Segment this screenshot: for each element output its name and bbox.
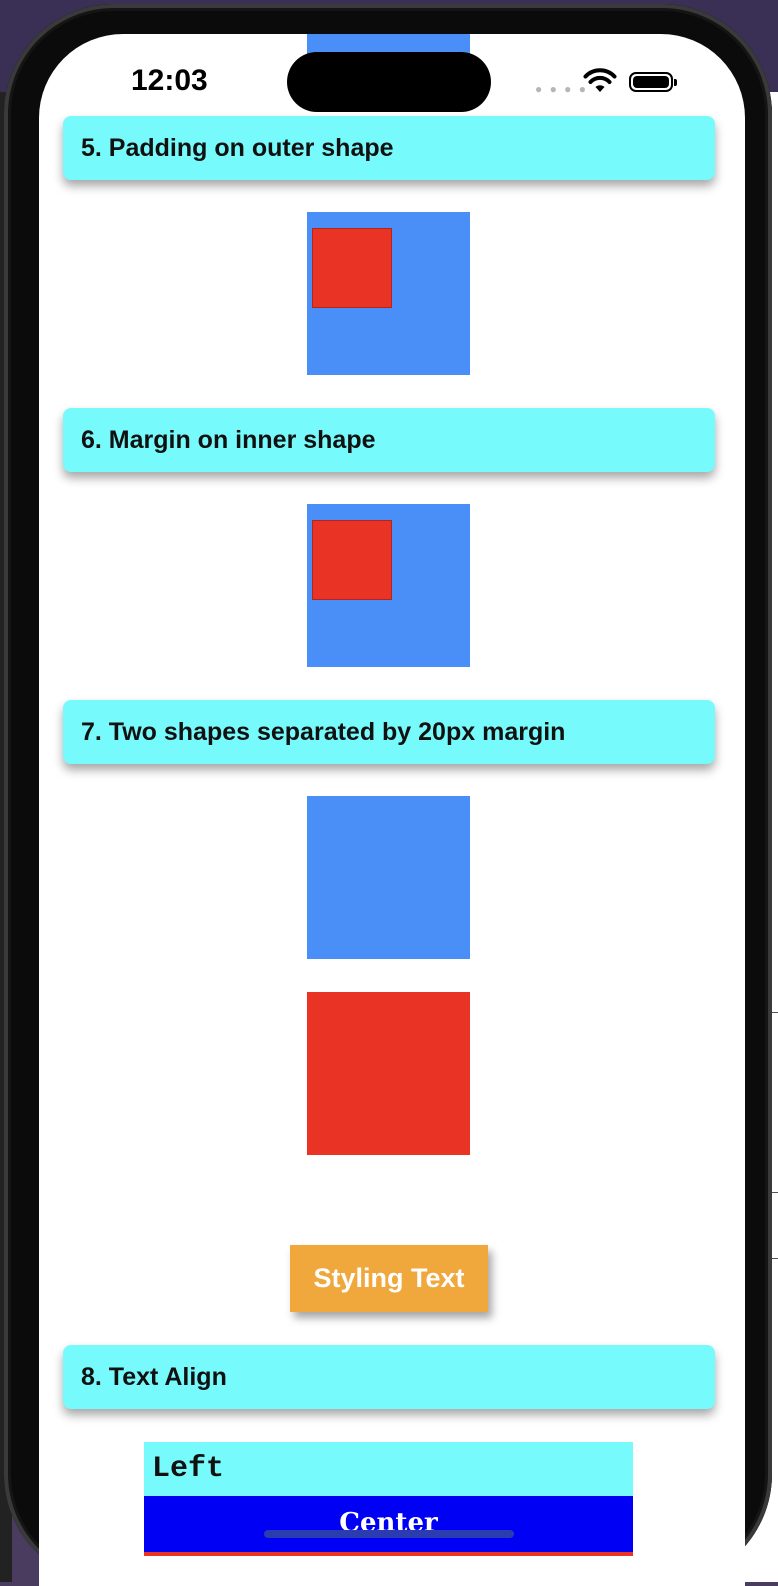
outer-blue-shape: [307, 504, 470, 667]
inner-red-shape: [312, 228, 392, 308]
text-align-center: Center: [144, 1496, 633, 1556]
battery-icon: [629, 72, 677, 92]
section-header-8: 8. Text Align: [63, 1345, 715, 1409]
outer-blue-shape: [307, 212, 470, 375]
red-shape: [307, 992, 470, 1155]
home-indicator[interactable]: [264, 1530, 514, 1538]
text-align-left: Left: [144, 1442, 633, 1496]
status-time: 12:03: [131, 64, 208, 97]
section-header-6: 6. Margin on inner shape: [63, 408, 715, 472]
wifi-icon: [583, 68, 617, 92]
inner-red-shape: [312, 520, 392, 600]
cellular-dots-icon: ● ● ● ●: [535, 82, 588, 96]
section-header-5: 5. Padding on outer shape: [63, 116, 715, 180]
dynamic-island: [287, 52, 491, 112]
blue-shape-partial: [307, 34, 470, 54]
phone-screen: 12:03 ● ● ● ● 5. Padding on outer shape …: [39, 34, 745, 1586]
styling-text-button[interactable]: Styling Text: [290, 1245, 488, 1312]
section-header-7: 7. Two shapes separated by 20px margin: [63, 700, 715, 764]
phone-frame: 12:03 ● ● ● ● 5. Padding on outer shape …: [4, 4, 772, 1586]
blue-shape: [307, 796, 470, 959]
text-align-right-partial: [144, 1552, 633, 1556]
